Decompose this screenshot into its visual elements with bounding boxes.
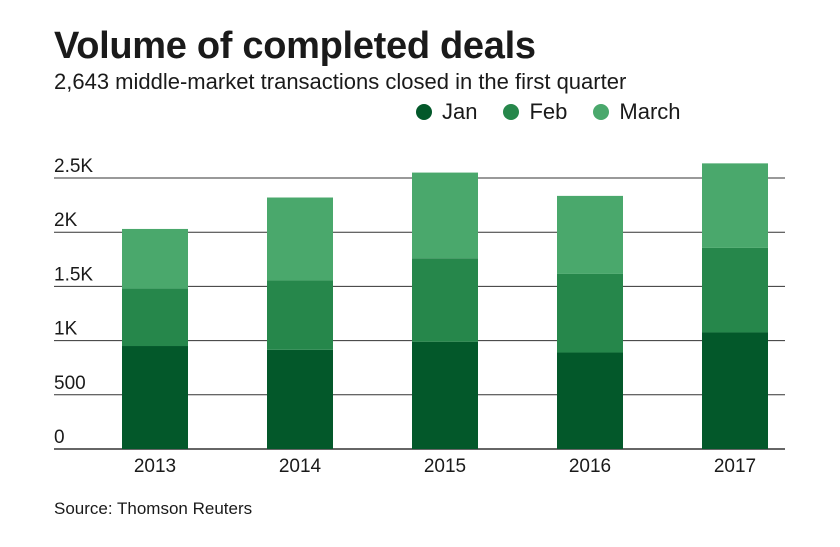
bar-2014-feb bbox=[267, 280, 333, 350]
legend-label-march: March bbox=[619, 99, 681, 124]
bars bbox=[122, 163, 768, 449]
legend-label-jan: Jan bbox=[442, 99, 478, 124]
bar-2014-jan bbox=[267, 349, 333, 449]
source-note: Source: Thomson Reuters bbox=[54, 499, 253, 518]
legend-swatch-jan bbox=[416, 104, 432, 120]
bar-2013-jan bbox=[122, 346, 188, 449]
x-tick-label-2013: 2013 bbox=[134, 456, 176, 477]
x-tick-label-2014: 2014 bbox=[279, 456, 322, 477]
chart-subtitle: 2,643 middle-market transactions closed … bbox=[54, 69, 627, 94]
x-tick-label-2015: 2015 bbox=[424, 456, 466, 477]
y-tick-label: 0 bbox=[54, 427, 65, 448]
y-tick-label: 1.5K bbox=[54, 264, 93, 285]
chart-title: Volume of completed deals bbox=[54, 25, 536, 67]
x-tick-label-2016: 2016 bbox=[569, 456, 611, 477]
bar-2015-jan bbox=[412, 341, 478, 449]
x-axis-ticks: 2013 2014 2015 2016 2017 bbox=[134, 456, 756, 477]
bar-2017-feb bbox=[702, 247, 768, 333]
bar-2017-march bbox=[702, 163, 768, 248]
legend-item-jan: Jan bbox=[416, 99, 477, 125]
x-tick-label-2017: 2017 bbox=[714, 456, 756, 477]
bar-2016-feb bbox=[557, 273, 623, 353]
bar-2016-march bbox=[557, 195, 623, 274]
bar-2013-feb bbox=[122, 288, 188, 347]
bar-2013-march bbox=[122, 228, 188, 289]
legend: Jan Feb March bbox=[416, 98, 707, 126]
y-tick-label: 500 bbox=[54, 373, 86, 394]
legend-label-feb: Feb bbox=[529, 99, 568, 124]
bar-2016-jan bbox=[557, 352, 623, 449]
legend-swatch-march bbox=[593, 104, 610, 120]
y-tick-label: 2K bbox=[54, 210, 78, 231]
bar-2015-march bbox=[412, 172, 478, 259]
legend-swatch-feb bbox=[503, 104, 520, 120]
y-tick-label: 1K bbox=[54, 319, 78, 340]
y-tick-label: 2.5K bbox=[54, 156, 93, 177]
y-axis-ticks: 0 500 1K 1.5K 2K 2.5K bbox=[54, 156, 93, 448]
legend-item-march: March bbox=[593, 99, 681, 125]
bar-2014-march bbox=[267, 197, 333, 281]
legend-item-feb: Feb bbox=[503, 99, 567, 125]
bar-2015-feb bbox=[412, 258, 478, 342]
bar-2017-jan bbox=[702, 332, 768, 449]
